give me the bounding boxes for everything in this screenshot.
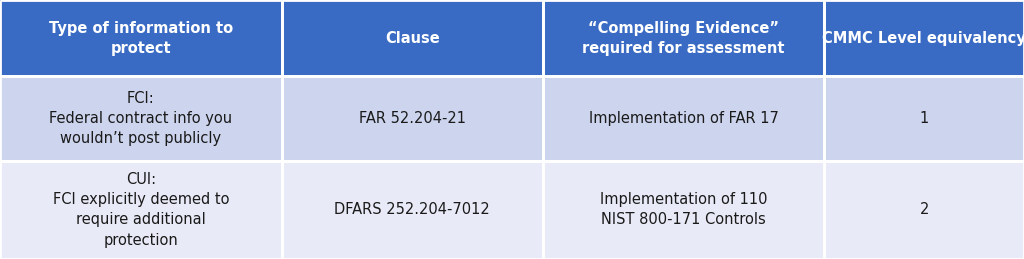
Text: DFARS 252.204-7012: DFARS 252.204-7012 [334,202,490,217]
Bar [824,0,1024,76]
Text: 2: 2 [920,202,929,217]
Text: FCI:
Federal contract info you
wouldn’t post publicly: FCI: Federal contract info you wouldn’t … [49,91,232,146]
Bar [824,161,1024,259]
Bar [282,0,543,76]
Text: “Compelling Evidence”
required for assessment: “Compelling Evidence” required for asses… [583,20,784,56]
Text: Type of information to
protect: Type of information to protect [49,20,232,56]
Bar [543,161,824,259]
Text: CMMC Level equivalency: CMMC Level equivalency [822,31,1024,46]
Bar [0,76,282,161]
Bar [543,76,824,161]
Bar [543,0,824,76]
Text: Implementation of 110
NIST 800-171 Controls: Implementation of 110 NIST 800-171 Contr… [600,192,767,227]
Bar [0,0,282,76]
Bar [282,76,543,161]
Text: Implementation of FAR 17: Implementation of FAR 17 [589,111,778,126]
Text: Clause: Clause [385,31,439,46]
Bar [282,161,543,259]
Bar [0,161,282,259]
Text: CUI:
FCI explicitly deemed to
require additional
protection: CUI: FCI explicitly deemed to require ad… [52,172,229,248]
Text: FAR 52.204-21: FAR 52.204-21 [358,111,466,126]
Bar [824,76,1024,161]
Text: 1: 1 [920,111,929,126]
